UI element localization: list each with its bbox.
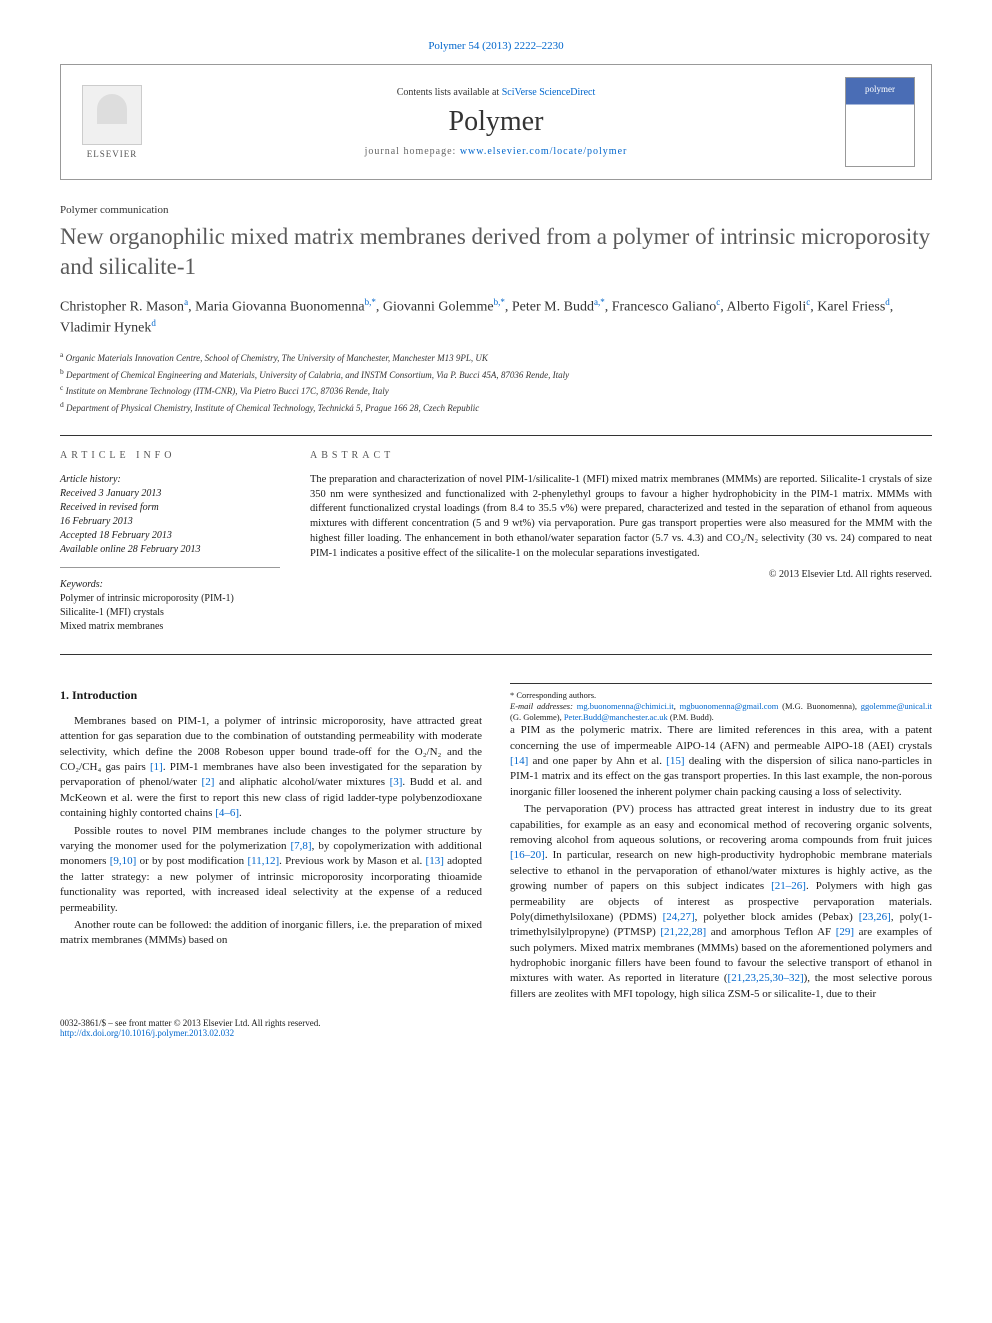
- abstract-column: ABSTRACT The preparation and characteriz…: [310, 450, 932, 634]
- sciencedirect-link[interactable]: SciVerse ScienceDirect: [502, 87, 596, 98]
- article-info-label: ARTICLE INFO: [60, 450, 280, 461]
- affiliation-c: c Institute on Membrane Technology (ITM-…: [60, 382, 932, 399]
- journal-cover-thumbnail: polymer: [845, 77, 915, 167]
- contents-available-line: Contents lists available at SciVerse Sci…: [163, 87, 829, 98]
- keyword: Silicalite-1 (MFI) crystals: [60, 606, 280, 620]
- homepage-link[interactable]: www.elsevier.com/locate/polymer: [460, 146, 628, 157]
- article-history-block: Article history: Received 3 January 2013…: [60, 473, 280, 568]
- history-line: Accepted 18 February 2013: [60, 529, 280, 543]
- affiliation-d: d Department of Physical Chemistry, Inst…: [60, 399, 932, 416]
- homepage-prefix: journal homepage:: [365, 146, 460, 157]
- footnotes-block: * Corresponding authors. E-mail addresse…: [510, 683, 932, 723]
- history-line: Available online 28 February 2013: [60, 543, 280, 557]
- abstract-text: The preparation and characterization of …: [310, 473, 932, 561]
- history-line: 16 February 2013: [60, 515, 280, 529]
- abstract-copyright: © 2013 Elsevier Ltd. All rights reserved…: [310, 569, 932, 580]
- history-title: Article history:: [60, 473, 280, 487]
- section-heading-introduction: 1. Introduction: [60, 687, 482, 704]
- corresponding-authors-note: * Corresponding authors.: [510, 690, 932, 701]
- journal-header: ELSEVIER Contents lists available at Sci…: [60, 64, 932, 180]
- body-paragraph: The pervaporation (PV) process has attra…: [510, 802, 932, 1002]
- author-list: Christopher R. Masona, Maria Giovanna Bu…: [60, 296, 932, 339]
- body-columns: 1. Introduction Membranes based on PIM-1…: [60, 683, 932, 1002]
- keywords-block: Keywords: Polymer of intrinsic microporo…: [60, 578, 280, 634]
- homepage-line: journal homepage: www.elsevier.com/locat…: [163, 146, 829, 157]
- elsevier-tree-icon: [82, 85, 142, 145]
- keyword: Mixed matrix membranes: [60, 620, 280, 634]
- abstract-label: ABSTRACT: [310, 450, 932, 461]
- publisher-logo: ELSEVIER: [77, 82, 147, 162]
- page: Polymer 54 (2013) 2222–2230 ELSEVIER Con…: [0, 0, 992, 1078]
- body-paragraph: Membranes based on PIM-1, a polymer of i…: [60, 714, 482, 822]
- email-addresses: E-mail addresses: mg.buonomenna@chimici.…: [510, 701, 932, 723]
- publisher-name: ELSEVIER: [87, 149, 138, 159]
- affiliation-b: b Department of Chemical Engineering and…: [60, 366, 932, 383]
- contents-prefix: Contents lists available at: [397, 87, 502, 98]
- doi-link[interactable]: http://dx.doi.org/10.1016/j.polymer.2013…: [60, 1028, 234, 1038]
- header-center: Contents lists available at SciVerse Sci…: [163, 87, 829, 157]
- issn-line: 0032-3861/$ – see front matter © 2013 El…: [60, 1018, 932, 1028]
- footer-block: 0032-3861/$ – see front matter © 2013 El…: [60, 1018, 932, 1038]
- affiliation-a: a Organic Materials Innovation Centre, S…: [60, 349, 932, 366]
- body-paragraph: a PIM as the polymeric matrix. There are…: [510, 723, 932, 800]
- history-line: Received 3 January 2013: [60, 487, 280, 501]
- citation-line: Polymer 54 (2013) 2222–2230: [60, 40, 932, 52]
- affiliation-list: a Organic Materials Innovation Centre, S…: [60, 349, 932, 415]
- keyword: Polymer of intrinsic microporosity (PIM-…: [60, 592, 280, 606]
- article-info-column: ARTICLE INFO Article history: Received 3…: [60, 450, 280, 634]
- body-paragraph: Possible routes to novel PIM membranes i…: [60, 824, 482, 916]
- body-paragraph: Another route can be followed: the addit…: [60, 918, 482, 949]
- info-abstract-row: ARTICLE INFO Article history: Received 3…: [60, 435, 932, 655]
- article-title: New organophilic mixed matrix membranes …: [60, 222, 932, 282]
- keywords-title: Keywords:: [60, 578, 280, 592]
- journal-thumb-label: polymer: [846, 84, 914, 94]
- journal-name: Polymer: [163, 106, 829, 138]
- history-line: Received in revised form: [60, 501, 280, 515]
- communication-type: Polymer communication: [60, 204, 932, 216]
